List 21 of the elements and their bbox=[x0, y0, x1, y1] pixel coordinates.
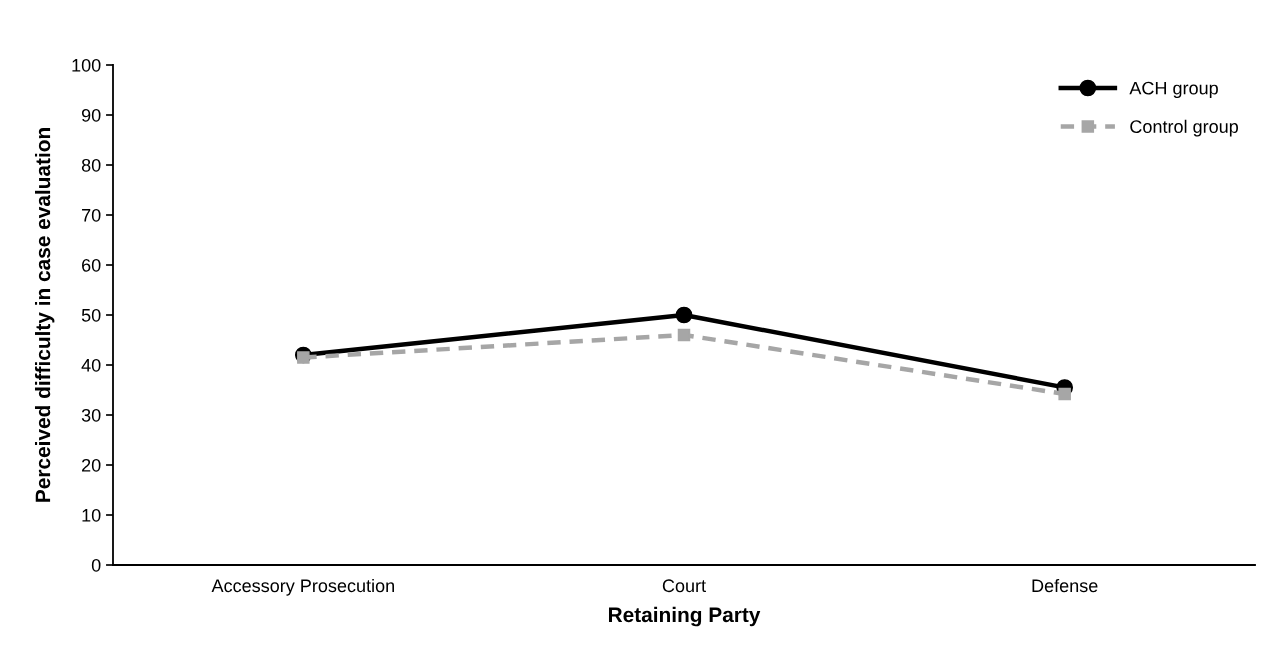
x-tick-label: Court bbox=[662, 579, 706, 593]
x-tick-label: Accessory Prosecution bbox=[211, 578, 394, 596]
y-tick-label: 50 bbox=[81, 308, 101, 322]
y-tick-label: 60 bbox=[82, 258, 101, 272]
point bbox=[677, 328, 691, 342]
y-axis-title: Perceived difficulty in case evaluation bbox=[34, 128, 55, 502]
y-tick-label: 0 bbox=[91, 558, 101, 572]
y-tick-label: 90 bbox=[81, 108, 101, 122]
y-tick-label: 70 bbox=[82, 208, 101, 222]
y-tick-label: 80 bbox=[81, 158, 101, 172]
y-tick-label: 20 bbox=[82, 458, 101, 472]
legend-label: ACH group bbox=[1129, 81, 1218, 99]
y-tick-label: 100 bbox=[72, 58, 101, 72]
y-tick-label: 10 bbox=[82, 508, 101, 522]
x-axis-title: Retaining Party bbox=[608, 606, 761, 627]
point bbox=[1058, 387, 1071, 401]
y-tick-label: 40 bbox=[81, 358, 101, 372]
x-tick-label: Defense bbox=[1032, 578, 1098, 593]
point bbox=[675, 306, 693, 324]
y-tick-label: 30 bbox=[81, 408, 101, 422]
legend-label: Control group bbox=[1130, 119, 1238, 137]
